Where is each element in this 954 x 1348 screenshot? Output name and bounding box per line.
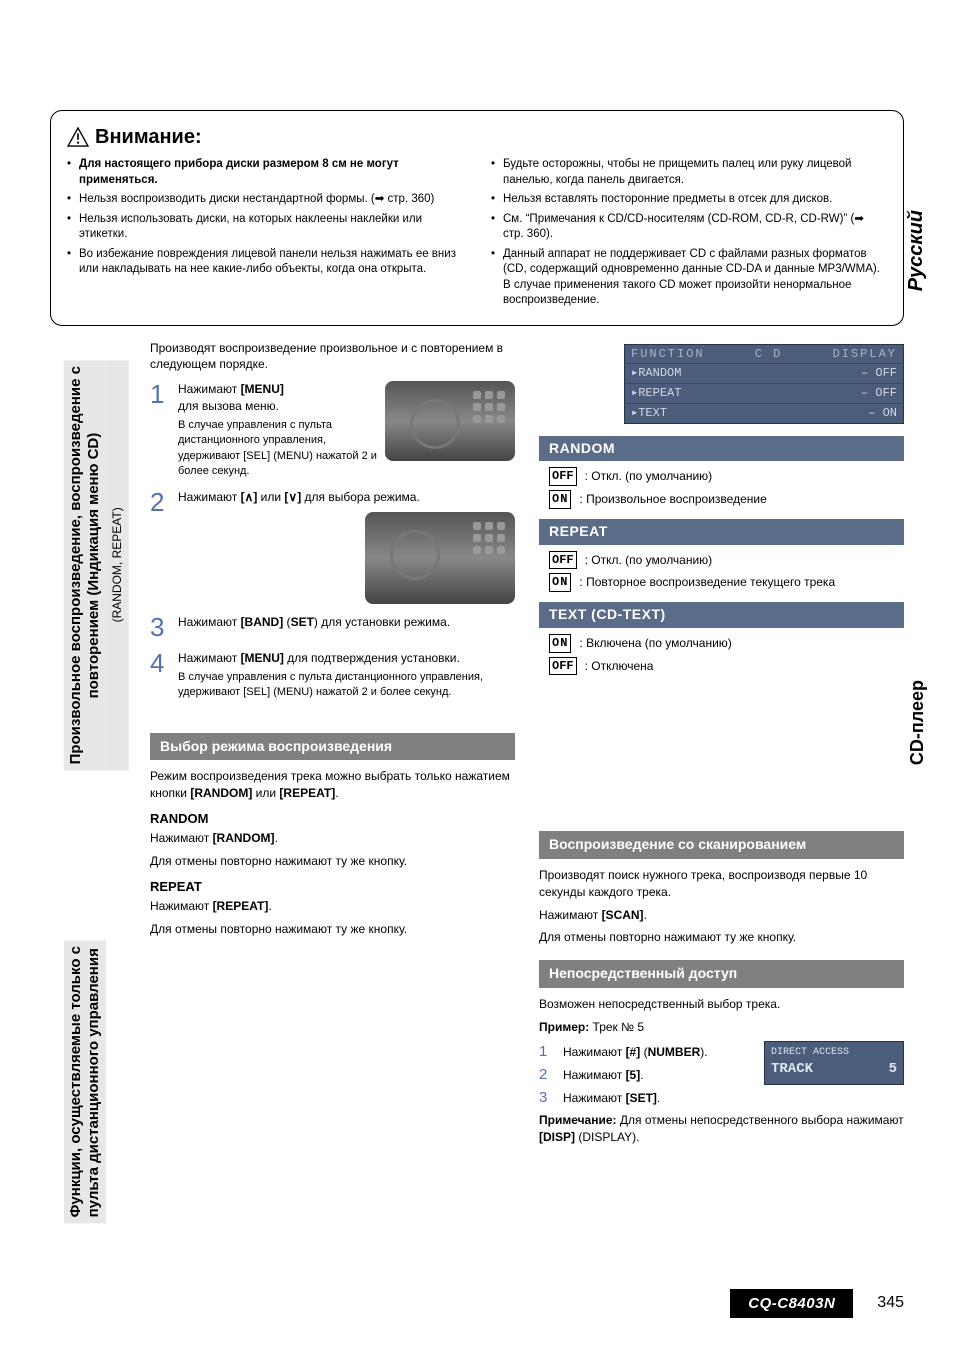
language-tab: Pусский	[902, 210, 930, 291]
repeat-h: REPEAT	[150, 878, 515, 896]
text-bar: TEXT (CD-TEXT)	[539, 602, 904, 628]
lcd-row-r: – ON	[868, 405, 897, 422]
lcd-hdr-mid: C D	[755, 346, 783, 363]
step-4-small: В случае управления с пульта дистанционн…	[178, 670, 515, 701]
warning-col-right: Будьте осторожны, чтобы не прищемить пал…	[491, 157, 887, 313]
down-icon: [∨]	[284, 490, 301, 504]
device-image	[365, 512, 515, 604]
random-on: ON: Произвольное воспроизведение	[549, 490, 904, 509]
lcd-row-r: – OFF	[861, 365, 897, 382]
on-badge: ON	[549, 634, 571, 653]
device-image	[385, 381, 515, 461]
warning-box: Внимание: Для настоящего прибора диски р…	[50, 110, 904, 326]
step-1-small: В случае управления с пульта дистанционн…	[178, 418, 377, 480]
direct-lcd-bl: TRACK	[771, 1060, 813, 1080]
off-badge: OFF	[549, 467, 577, 486]
step-3-text: Нажимают [BAND] (SET) для установки режи…	[178, 614, 515, 631]
lcd-row-l: TEXT	[631, 405, 667, 422]
step-num: 4	[150, 650, 168, 676]
up-icon: [∧]	[241, 490, 258, 504]
warn-item: Во избежание повреждения лицевой панели …	[67, 247, 463, 278]
lcd-hdr-right: DISPLAY	[833, 346, 897, 363]
on-badge: ON	[549, 490, 571, 509]
random-t: Нажимают [RANDOM].	[150, 830, 515, 847]
step-1-text: Нажимают [MENU] для вызова меню. В случа…	[178, 381, 377, 479]
left-tab-top-line: Произвольное воспроизведение, воспроизве…	[64, 360, 106, 770]
left-tab-bottom-line: Функции, осуществляемые только спульта д…	[64, 940, 106, 1223]
warning-columns: Для настоящего прибора диски размером 8 …	[67, 157, 887, 313]
warn-item: Будьте осторожны, чтобы не прищемить пал…	[491, 157, 887, 188]
random-h: RANDOM	[150, 810, 515, 828]
direct-lcd-br: 5	[889, 1060, 897, 1080]
random-c: Для отмены повторно нажимают ту же кнопк…	[150, 853, 515, 870]
step-2: 2 Нажимают [∧] или [∨] для выбора режима…	[150, 489, 515, 604]
lcd-hdr-left: FUNCTION	[631, 346, 705, 363]
scan-p1: Производят поиск нужного трека, воспроиз…	[539, 867, 904, 901]
warn-item: Нельзя воспроизводить диски нестандартно…	[67, 192, 463, 208]
step-2-text: Нажимают [∧] или [∨] для выбора режима.	[178, 489, 515, 506]
repeat-off: OFF: Откл. (по умолчанию)	[549, 551, 904, 570]
step-num: 1	[539, 1041, 553, 1062]
step-num: 1	[150, 381, 168, 407]
on-badge: ON	[549, 573, 571, 592]
direct-p1: Возможен непосредственный выбор трека.	[539, 996, 904, 1013]
direct-n2: Нажимают [5].	[563, 1067, 644, 1084]
step-1: 1 Нажимают [MENU] для вызова меню. В слу…	[150, 381, 515, 479]
playback-mode-title: Выбор режима воспроизведения	[150, 733, 515, 761]
warn-item: Нельзя использовать диски, на которых на…	[67, 212, 463, 243]
random-off: OFF: Откл. (по умолчанию)	[549, 467, 904, 486]
direct-n3: Нажимают [SET].	[563, 1090, 660, 1107]
left-tab-bottom: Функции, осуществляемые только спульта д…	[64, 940, 106, 1223]
repeat-t: Нажимают [REPEAT].	[150, 898, 515, 915]
scan-p3: Для отмены повторно нажимают ту же кнопк…	[539, 929, 904, 946]
lcd-row-l: REPEAT	[631, 385, 681, 402]
direct-lcd: DIRECT ACCESS TRACK 5	[764, 1041, 904, 1085]
repeat-bar: REPEAT	[539, 519, 904, 545]
lcd-display: FUNCTION C D DISPLAY RANDOM – OFF REPEAT – O…	[624, 344, 904, 424]
step-num: 3	[150, 614, 168, 640]
direct-example: Пример: Трек № 5	[539, 1019, 904, 1036]
footer: CQ-C8403N 345	[730, 1289, 904, 1318]
page-number: 345	[877, 1292, 904, 1314]
main-content: Производят воспроизведение произвольное …	[150, 340, 904, 1152]
model-number: CQ-C8403N	[730, 1289, 853, 1318]
repeat-c: Для отмены повторно нажимают ту же кнопк…	[150, 921, 515, 938]
warning-icon	[67, 127, 89, 147]
direct-lcd-top: DIRECT ACCESS	[771, 1046, 849, 1060]
col-left: Производят воспроизведение произвольное …	[150, 340, 515, 1152]
col-right: FUNCTION C D DISPLAY RANDOM – OFF REPEAT – O…	[539, 340, 904, 1152]
text-on: ON: Включена (по умолчанию)	[549, 634, 904, 653]
text-off: OFF: Отключена	[549, 657, 904, 676]
warn-item: Для настоящего прибора диски размером 8 …	[67, 157, 463, 188]
page: Внимание: Для настоящего прибора диски р…	[0, 0, 954, 1348]
lcd-row-r: – OFF	[861, 385, 897, 402]
warn-item: Данный аппарат не поддерживает CD с файл…	[491, 247, 887, 309]
direct-n1: Нажимают [#] (NUMBER).	[563, 1044, 708, 1061]
direct-note: Примечание: Для отмены непосредственного…	[539, 1112, 904, 1146]
warning-title: Внимание:	[67, 123, 887, 151]
step-num: 3	[539, 1087, 553, 1108]
direct-title: Непосредственный доступ	[539, 960, 904, 988]
warning-title-text: Внимание:	[95, 123, 202, 151]
off-badge: OFF	[549, 657, 577, 676]
left-tab-top: Произвольное воспроизведение, воспроизве…	[64, 360, 129, 770]
step-4-text: Нажимают [MENU] для подтверждения устано…	[178, 650, 515, 667]
step-4: 4 Нажимают [MENU] для подтверждения уста…	[150, 650, 515, 701]
step-num: 2	[150, 489, 168, 515]
warn-item: Нельзя вставлять посторонние предметы в …	[491, 192, 887, 208]
scan-title: Воспроизведение со сканированием	[539, 831, 904, 859]
playback-mode-intro: Режим воспроизведения трека можно выбрат…	[150, 768, 515, 802]
scan-p2: Нажимают [SCAN].	[539, 907, 904, 924]
intro: Производят воспроизведение произвольное …	[150, 340, 515, 374]
off-badge: OFF	[549, 551, 577, 570]
step-num: 2	[539, 1064, 553, 1085]
warn-item: См. “Примечания к CD/CD-носителям (CD-RO…	[491, 212, 887, 243]
lcd-row-l: RANDOM	[631, 365, 681, 382]
warning-col-left: Для настоящего прибора диски размером 8 …	[67, 157, 463, 313]
repeat-on: ON: Повторное воспроизведение текущего т…	[549, 573, 904, 592]
left-tab-top-sub: (RANDOM, REPEAT)	[106, 360, 129, 770]
step-3: 3 Нажимают [BAND] (SET) для установки ре…	[150, 614, 515, 640]
random-bar: RANDOM	[539, 436, 904, 462]
section-tab: CD-плеер	[905, 680, 930, 765]
